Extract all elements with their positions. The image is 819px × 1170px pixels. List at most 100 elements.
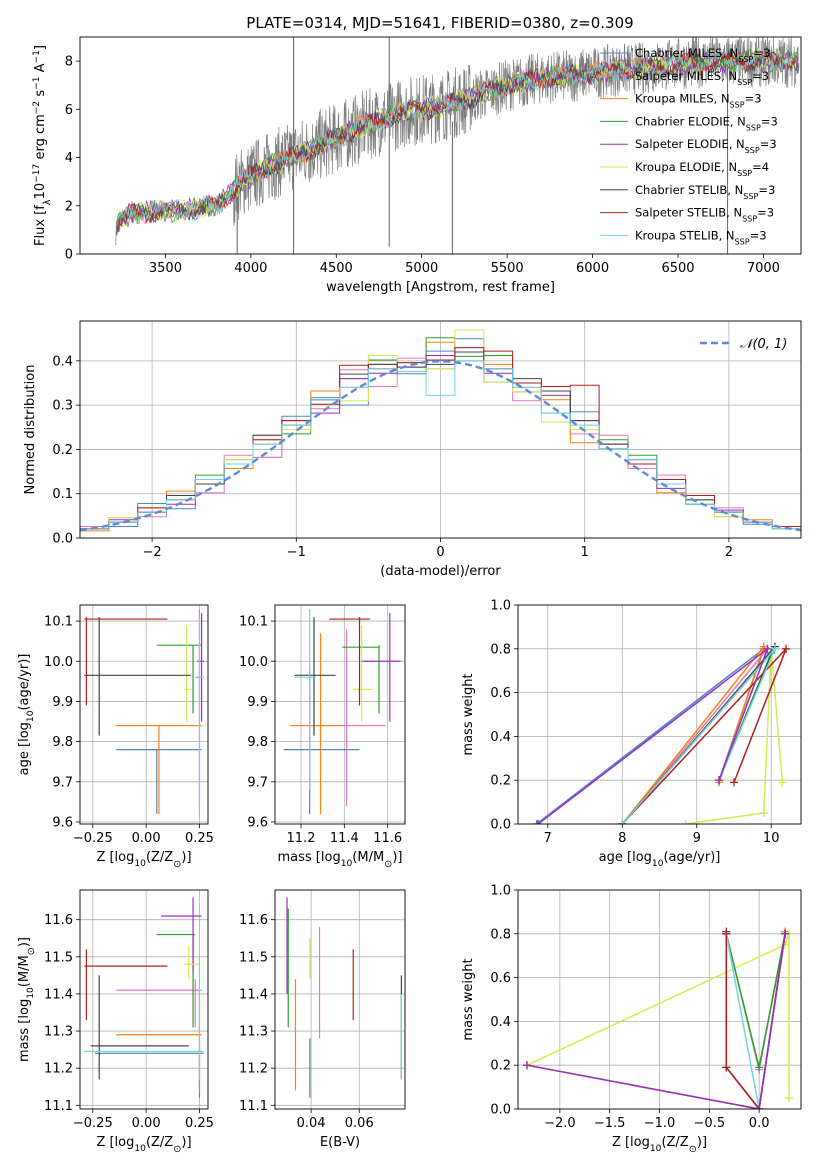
- y-tick-label: 8: [65, 55, 73, 70]
- weight-vs-Z-plot-area: [522, 927, 794, 1109]
- x-tick-label: 0.25: [185, 1116, 214, 1131]
- y-tick-label: 9.6: [52, 815, 73, 830]
- mass-vs-ebv-plot-area: [286, 897, 402, 1098]
- weight-line: [685, 648, 784, 824]
- age-vs-mass-panel: 11.2 11.4 11.6 9.6 9.7 9.8 9.9 10.0 10.1 mass [lo…: [239, 604, 406, 870]
- y-tick-label: 0.0: [490, 1103, 511, 1118]
- x-tick-label: −0.25: [73, 1116, 113, 1131]
- legend-label: Kroupa ELODIE, NSSP=4: [635, 160, 769, 178]
- x-tick-label: 7000: [747, 261, 780, 276]
- y-axis-label: mass weight: [461, 673, 476, 755]
- y-tick-label: 1.0: [490, 599, 511, 614]
- x-tick-label: 10: [763, 831, 780, 846]
- y-tick-label: 9.8: [52, 735, 73, 750]
- axes-frame: [274, 889, 406, 1110]
- x-axis-label: Z [log10(Z/Z⊙)]: [96, 850, 191, 870]
- y-tick-label: 0.2: [490, 774, 511, 789]
- x-tick-label: 5500: [491, 261, 524, 276]
- y-tick-label: 11.4: [239, 987, 268, 1002]
- axes-frame: [79, 36, 802, 255]
- x-tick-label: 4000: [234, 261, 267, 276]
- x-tick-label: −1.5: [594, 1116, 626, 1131]
- x-tick-label: 0.04: [297, 1116, 326, 1131]
- x-tick-label: 7: [544, 831, 552, 846]
- y-tick-label: 11.2: [239, 1062, 268, 1077]
- y-axis-label: age [log10(age/yr)]: [17, 654, 36, 776]
- y-tick-label: 11.6: [239, 913, 268, 928]
- x-tick-label: 3500: [149, 261, 182, 276]
- y-tick-label: 6: [65, 103, 73, 118]
- spectrum-model-line: [116, 49, 798, 226]
- weight-marker: [722, 1063, 731, 1072]
- weight-marker: [778, 778, 787, 787]
- axes-frame: [79, 320, 802, 539]
- x-tick-label: 0.06: [345, 1116, 374, 1131]
- y-tick-label: 9.7: [247, 775, 268, 790]
- spectrum-legend: Chabrier MILES, NSSP=3 Salpeter MILES, NS…: [600, 46, 778, 246]
- panels: 3500 4000 4500 5000 5500 6000 6500 7000 0 2 4 6 8 wav…: [17, 36, 802, 1155]
- y-tick-label: 10.1: [44, 615, 73, 630]
- x-tick-label: 5000: [405, 261, 438, 276]
- y-tick-label: 0.8: [490, 927, 511, 942]
- y-tick-label: 0.8: [490, 642, 511, 657]
- x-axis-label: E(B-V): [320, 1135, 360, 1150]
- y-tick-label: 11.6: [44, 913, 73, 928]
- x-axis-label: Z [log10(Z/Z⊙)]: [612, 1135, 707, 1155]
- axes-frame: [79, 889, 209, 1110]
- y-axis-label: mass weight: [461, 958, 476, 1040]
- normal-curve: [80, 360, 801, 532]
- y-tick-label: 0.4: [490, 1015, 511, 1030]
- x-tick-label: 2: [725, 545, 733, 560]
- axes-frame: [79, 604, 209, 825]
- axes-frame: [517, 889, 802, 1110]
- y-tick-label: 9.6: [247, 815, 268, 830]
- weight-marker: [763, 644, 772, 653]
- axes-frame: [274, 604, 406, 825]
- legend-label: Chabrier STELIB, NSSP=3: [635, 183, 775, 201]
- spectrum-plot-area: [115, 37, 800, 254]
- x-axis-label: mass [log10(M/M⊙)]: [278, 850, 403, 870]
- x-tick-label: −1: [287, 545, 306, 560]
- weight-marker: [785, 1094, 794, 1103]
- x-tick-label: −2: [143, 545, 162, 560]
- x-axis-label: age [log10(age/yr)]: [599, 850, 721, 869]
- y-tick-label: 4: [65, 151, 73, 166]
- x-tick-label: 11.6: [373, 831, 402, 846]
- x-axis-label: Z [log10(Z/Z⊙)]: [96, 1135, 191, 1155]
- y-tick-label: 11.3: [44, 1025, 73, 1040]
- y-axis-label: mass [log10(M/M⊙)]: [17, 937, 37, 1062]
- y-tick-label: 0.4: [52, 354, 73, 369]
- axes-frame: [517, 604, 802, 825]
- y-tick-label: 11.1: [44, 1099, 73, 1114]
- y-tick-label: 11.2: [44, 1062, 73, 1077]
- y-tick-label: 1.0: [490, 884, 511, 899]
- histogram-series: [80, 360, 801, 538]
- weight-marker: [755, 1063, 764, 1072]
- y-tick-label: 9.9: [247, 695, 268, 710]
- y-tick-label: 11.3: [239, 1025, 268, 1040]
- weight-marker: [522, 1061, 531, 1070]
- legend-label: Salpeter STELIB, NSSP=3: [635, 206, 774, 224]
- x-axis-label: wavelength [Angstrom, rest frame]: [326, 280, 555, 295]
- y-tick-label: 0.0: [490, 818, 511, 833]
- weight-marker: [618, 820, 627, 824]
- residuals-plot-area: [80, 329, 801, 538]
- x-tick-label: 4500: [320, 261, 353, 276]
- weight-vs-Z-panel: −2.0 −1.5 −1.0 −0.5 0.0 0.0 0.2 0.4 0.6 0.8 1.0 Z […: [461, 884, 802, 1155]
- legend-label: Salpeter MILES, NSSP=3: [635, 69, 769, 87]
- x-axis-label: (data-model)/error: [380, 564, 501, 579]
- legend-label: 𝒩(0, 1): [740, 337, 787, 352]
- y-tick-label: 11.5: [239, 950, 268, 965]
- x-tick-label: −0.25: [73, 831, 113, 846]
- y-tick-label: 2: [65, 199, 73, 214]
- weight-line: [526, 933, 786, 1109]
- x-tick-label: 0: [436, 545, 444, 560]
- x-tick-label: −1.0: [644, 1116, 676, 1131]
- x-tick-label: 11.4: [330, 831, 359, 846]
- y-tick-label: 11.5: [44, 950, 73, 965]
- weight-marker: [715, 776, 724, 785]
- figure-title: PLATE=0314, MJD=51641, FIBERID=0380, z=0…: [246, 14, 633, 32]
- y-tick-label: 0.1: [52, 487, 73, 502]
- x-tick-label: 8: [618, 831, 626, 846]
